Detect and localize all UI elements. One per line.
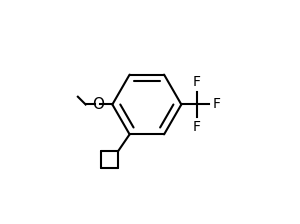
Text: F: F bbox=[193, 75, 201, 89]
Text: F: F bbox=[193, 120, 201, 134]
Text: O: O bbox=[92, 97, 104, 112]
Text: F: F bbox=[213, 97, 221, 112]
